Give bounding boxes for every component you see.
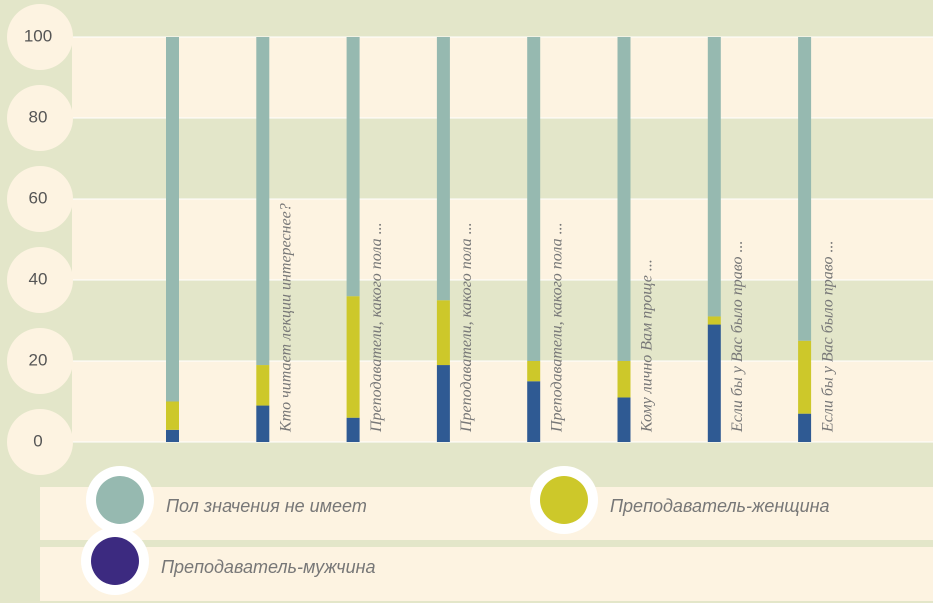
bar-segment — [346, 296, 360, 418]
x-tick-label: Если бы у Вас было право ... — [729, 241, 746, 434]
tick-badge — [7, 4, 73, 70]
y-tick-label: 40 — [29, 269, 48, 288]
plot-band — [72, 361, 933, 442]
tick-badge — [7, 409, 73, 475]
tick-badge — [7, 328, 73, 394]
bar-segment — [798, 413, 812, 442]
legend-marker — [91, 537, 139, 585]
bar-segment — [527, 37, 541, 361]
y-tick-label: 60 — [29, 188, 48, 207]
x-tick-label: Если бы у Вас было право ... — [819, 241, 836, 434]
y-tick-label: 0 — [33, 431, 42, 450]
legend-label: Пол значения не имеет — [166, 496, 367, 516]
legend-marker — [540, 476, 588, 524]
bar-segment — [436, 300, 450, 366]
bar-segment — [346, 37, 360, 297]
x-tick-label: Кому лично Вам проще ... — [639, 259, 656, 433]
bar-segment — [166, 401, 179, 430]
plot-band — [72, 118, 933, 199]
bar-segment — [707, 316, 721, 325]
plot-band — [72, 37, 933, 118]
x-tick-label: Преподаватели, какого пола ... — [548, 222, 565, 433]
tick-badge — [7, 85, 73, 151]
x-tick-label: Преподаватели, какого пола ... — [458, 222, 475, 433]
bar-segment — [346, 417, 360, 442]
legend-row — [40, 547, 933, 601]
bar-segment — [527, 361, 541, 382]
bar-segment — [256, 405, 270, 442]
plot-band — [72, 280, 933, 361]
y-tick-label: 20 — [29, 350, 48, 369]
tick-badge — [7, 247, 73, 313]
legend-marker — [96, 476, 144, 524]
legend-label: Преподаватель-мужчина — [161, 557, 376, 577]
legend-row — [40, 487, 933, 540]
bar-segment — [798, 340, 812, 414]
bar-segment — [707, 324, 721, 442]
bar-segment — [617, 361, 631, 398]
y-tick-label: 80 — [29, 107, 48, 126]
plot-band — [72, 199, 933, 280]
bar-segment — [707, 37, 721, 317]
bar-segment — [256, 37, 270, 366]
bar-segment — [436, 37, 450, 301]
bar-segment — [617, 397, 631, 442]
x-tick-label: Кто читает лекции интереснее? — [277, 203, 294, 433]
bar-segment — [527, 381, 541, 442]
bar-segment — [798, 37, 812, 341]
x-tick-label: Преподаватели, какого пола ... — [368, 222, 385, 433]
legend-label: Преподаватель-женщина — [610, 496, 830, 516]
bar-segment — [256, 365, 270, 406]
bar-segment — [617, 37, 631, 361]
bar-segment — [166, 37, 179, 402]
tick-badge — [7, 166, 73, 232]
bar-segment — [436, 365, 450, 442]
bar-segment — [166, 429, 179, 442]
y-tick-label: 100 — [24, 26, 52, 45]
